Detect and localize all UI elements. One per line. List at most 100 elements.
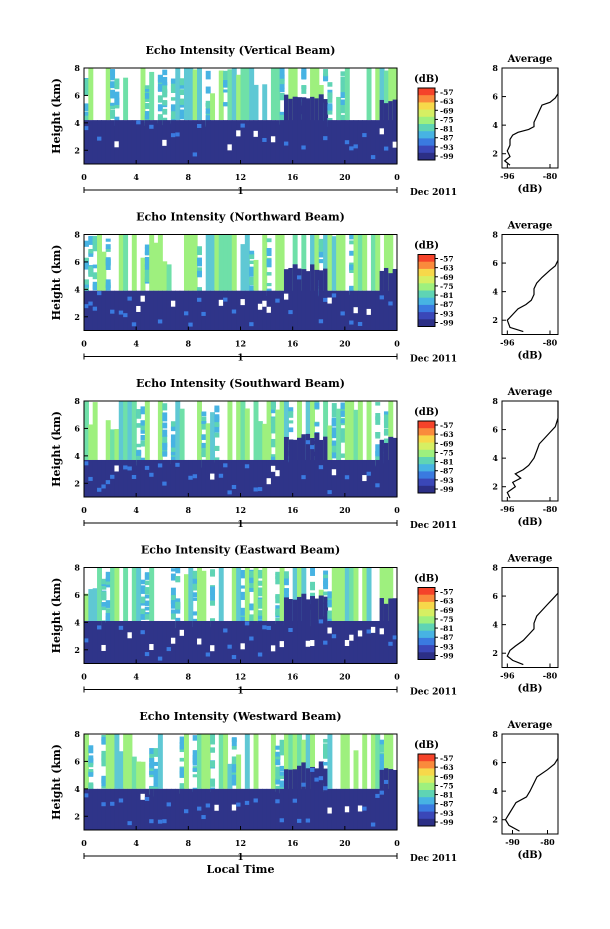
colorbar-swatch — [418, 442, 435, 451]
heatmap-cell — [105, 620, 111, 664]
date-label: Dec 2011 — [410, 688, 457, 698]
heatmap-cell — [88, 120, 94, 164]
heatmap-cell — [149, 771, 155, 775]
profile-y-tick-label: 2 — [492, 149, 498, 159]
heatmap-cell — [227, 644, 233, 649]
heatmap-cell — [249, 459, 255, 497]
panel-title: Echo Intensity (Eastward Beam) — [141, 544, 340, 557]
heatmap-cell — [353, 567, 359, 621]
heatmap-cell — [253, 84, 259, 121]
chart-panel-3: Echo Intensity (Eastward Beam) 2 4 6 8 Height… — [50, 544, 559, 698]
profile-x-tick-label: -96 — [500, 171, 515, 181]
colorbar-tick-label: -93 — [440, 143, 454, 152]
heatmap-cell — [188, 290, 194, 331]
heatmap-cell — [370, 155, 376, 160]
heatmap-cell — [210, 645, 216, 652]
heatmap-cell — [179, 98, 185, 105]
colorbar-swatch — [418, 297, 435, 306]
heatmap-cell — [283, 734, 289, 789]
heatmap-cell — [210, 760, 216, 768]
heatmap-cell — [192, 578, 198, 584]
heatmap-cell — [105, 600, 111, 605]
heatmap-cell — [84, 89, 89, 96]
heatmap-cell — [314, 422, 320, 427]
heatmap-cell — [297, 437, 302, 497]
heatmap-cell — [88, 769, 94, 773]
heatmap-cell — [201, 290, 207, 331]
heatmap-cell — [136, 788, 142, 830]
heatmap-cell — [144, 97, 150, 102]
heatmap-cell — [266, 259, 272, 265]
y-tick-label: 8 — [74, 396, 80, 406]
heatmap-cell — [240, 569, 246, 579]
day-label: 1 — [237, 520, 243, 530]
heatmap-cell — [318, 259, 324, 264]
colorbar-swatch — [418, 276, 435, 284]
heatmap-cell — [101, 758, 107, 767]
heatmap-cell — [231, 762, 237, 771]
heatmap-cell — [101, 620, 107, 664]
heatmap-cell — [262, 423, 268, 460]
heatmap-cell — [183, 574, 189, 621]
heatmap-cell — [379, 567, 385, 621]
colorbar-swatch — [418, 652, 435, 660]
heatmap-cell — [140, 290, 146, 331]
heatmap-cell — [305, 734, 311, 789]
heatmap-cell — [92, 306, 98, 311]
heatmap-cell — [175, 606, 181, 614]
heatmap-cell — [97, 291, 102, 296]
heatmap-cell — [101, 606, 107, 611]
colorbar-tick-label: -99 — [440, 818, 454, 827]
heatmap-cell — [192, 767, 198, 772]
heatmap-cell — [392, 598, 398, 664]
heatmap-cell — [353, 620, 359, 664]
heatmap-cell — [114, 141, 120, 148]
heatmap-cell — [118, 120, 124, 164]
heatmap-cell — [340, 434, 346, 443]
colorbar-tick-label: -57 — [440, 255, 454, 264]
heatmap-cell — [84, 126, 89, 131]
colorbar-swatch — [418, 304, 435, 313]
colorbar-tick-label: -75 — [440, 781, 454, 790]
profile-frame — [501, 67, 559, 169]
heatmap-cell — [297, 401, 302, 460]
heatmap-cell — [244, 290, 250, 331]
heatmap-cell — [105, 279, 111, 288]
heatmap-cell — [240, 120, 246, 164]
profile-x-tick-label: -80 — [543, 171, 558, 181]
heatmap-cell — [201, 815, 207, 820]
heatmap-cell — [179, 742, 185, 750]
heatmap-cell — [110, 620, 116, 664]
heatmap-cell — [166, 620, 172, 664]
profile-panel: Average 2 4 6 8 -90 -80 (dB) — [492, 720, 559, 861]
y-tick-label: 4 — [74, 617, 80, 627]
heatmap-cell — [227, 401, 233, 460]
profile-y-tick-label: 8 — [492, 396, 498, 406]
heatmap-cell — [231, 655, 237, 660]
colorbar-swatch — [418, 587, 435, 596]
colorbar-label: (dB) — [414, 574, 439, 585]
heatmap-cell — [183, 459, 189, 497]
heatmap-cell — [136, 450, 142, 456]
colorbar-tick-label: -81 — [440, 458, 454, 467]
heatmap-cell — [262, 567, 268, 621]
heatmap-cell — [279, 120, 285, 164]
heatmap-cell — [162, 451, 168, 457]
heatmap-cell — [349, 290, 355, 331]
heatmap-cell — [257, 598, 263, 605]
profile-y-tick-label: 4 — [492, 287, 498, 297]
heatmap-cell — [84, 284, 89, 288]
heatmap-cell — [205, 423, 211, 460]
heatmap-cell — [231, 309, 237, 314]
heatmap-cell — [214, 423, 220, 433]
heatmap-cell — [270, 459, 276, 497]
heatmap-cell — [157, 114, 163, 120]
heatmap-cell — [88, 762, 94, 768]
heatmap-cell — [223, 290, 229, 331]
heatmap-cell — [227, 763, 233, 789]
heatmap-cell — [266, 263, 272, 268]
heatmap-cell — [305, 599, 311, 664]
heatmap-cell — [370, 459, 376, 497]
heatmap-cell — [84, 265, 89, 270]
heatmap-cell — [318, 619, 324, 624]
